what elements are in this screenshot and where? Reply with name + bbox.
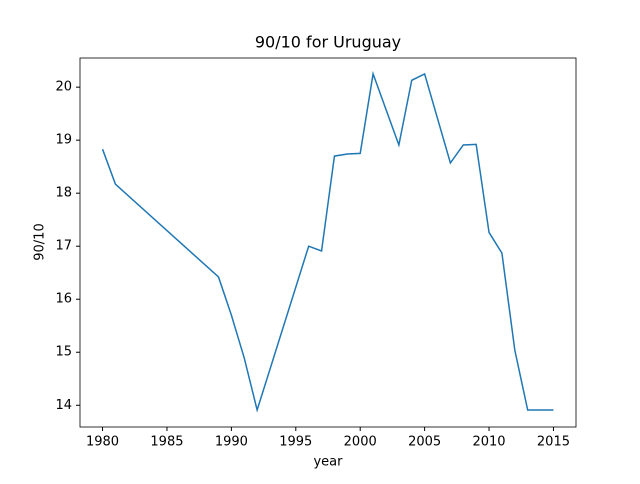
y-tick-label: 16 (55, 292, 72, 307)
x-tick-label: 2010 (472, 435, 505, 450)
chart-title: 90/10 for Uruguay (255, 33, 401, 52)
line (101, 70, 554, 413)
x-tick-label: 1995 (279, 435, 312, 450)
x-tick-label: 2015 (537, 435, 570, 450)
x-tick-label: 2000 (344, 435, 377, 450)
y-tick-label: 15 (55, 345, 72, 360)
x-tick-label: 2005 (408, 435, 441, 450)
y-tick-label: 20 (55, 80, 72, 95)
plot-frame (79, 57, 577, 428)
y-tick-label: 18 (55, 186, 72, 201)
y-axis-label: 90/10 (33, 223, 48, 260)
y-tick-label: 19 (55, 133, 72, 148)
y-tick-label: 14 (55, 398, 72, 413)
x-tick-label: 1985 (150, 435, 183, 450)
x-axis-label: year (313, 455, 343, 470)
x-tick-label: 1980 (86, 435, 119, 450)
y-tick-label: 17 (55, 239, 72, 254)
x-tick-label: 1990 (215, 435, 248, 450)
